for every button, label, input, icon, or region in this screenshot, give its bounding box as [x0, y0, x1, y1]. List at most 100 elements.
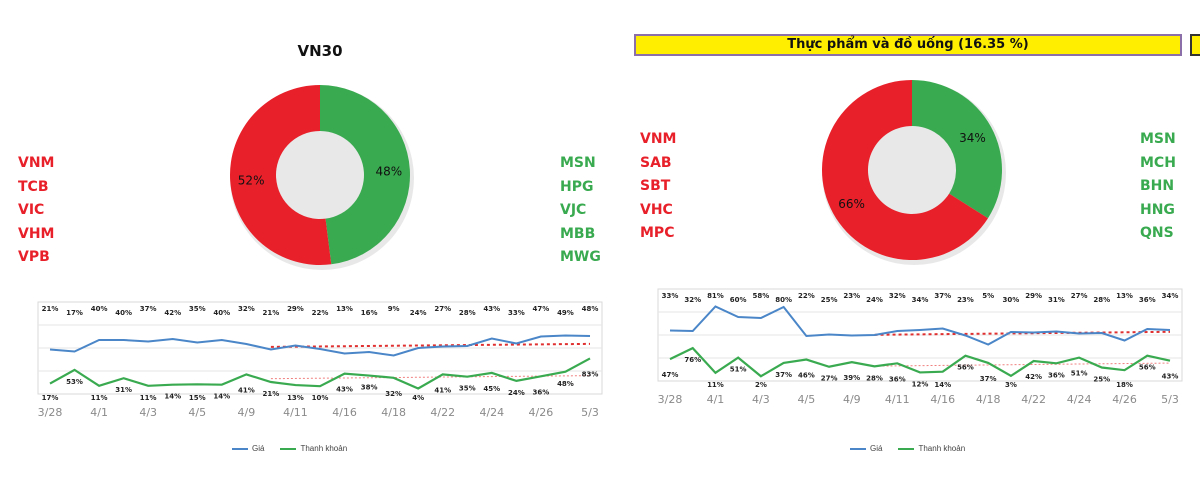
liquidity-data-label: 36% — [1048, 371, 1065, 379]
legend-liquidity-swatch — [280, 447, 297, 450]
sector-decliners-list: VNM SAB SBT VHC MPC — [640, 128, 676, 246]
liquidity-data-label: 46% — [798, 372, 815, 380]
next-sector-bar — [1190, 34, 1200, 56]
liquidity-data-label: 17% — [42, 394, 59, 402]
price-data-label: 31% — [1048, 296, 1065, 304]
liquidity-data-label: 56% — [957, 364, 974, 372]
price-data-label: 25% — [821, 296, 838, 304]
ticker-red: VHM — [18, 225, 55, 242]
sector-legend: Giá Thanh khoản — [850, 444, 965, 453]
ticker-green: MCH — [1140, 154, 1176, 171]
liquidity-data-label: 43% — [336, 386, 353, 394]
x-tick-label: 4/22 — [1021, 393, 1046, 406]
price-data-label: 24% — [410, 309, 427, 317]
price-data-label: 35% — [189, 305, 206, 313]
liquidity-data-label: 56% — [1139, 364, 1156, 372]
ticker-red: SAB — [640, 154, 672, 171]
liquidity-data-label: 31% — [115, 386, 132, 394]
price-data-label: 9% — [388, 305, 400, 313]
price-data-label: 16% — [361, 309, 378, 317]
donut-value-label: 66% — [838, 197, 865, 211]
liquidity-data-label: 45% — [483, 385, 500, 393]
vn30-line-chart: 21% 17% 40% 40% 37% 42% 35% 40% 32% 21% 29% 22% 13% 1… — [37, 301, 603, 419]
vn30-panel: VN30 VNM TCB VIC VHM VPB MSN HPG VJC MBB… — [18, 42, 603, 453]
ticker-green: MWG — [560, 249, 601, 265]
sector-line-chart: 33% 32% 81% 60% 58% 80% 22% 25% 23% 24% 32% 34% 37% 2… — [657, 288, 1183, 406]
x-tick-label: 4/24 — [479, 406, 504, 419]
legend-price-swatch — [232, 447, 248, 450]
liquidity-data-label: 24% — [508, 389, 525, 397]
ticker-red: VNM — [18, 155, 55, 171]
ticker-red: VHC — [640, 201, 673, 218]
price-data-label: 32% — [889, 292, 906, 300]
x-tick-label: 4/22 — [430, 406, 455, 419]
x-tick-label: 3/28 — [658, 393, 683, 406]
price-data-label: 33% — [508, 309, 525, 317]
x-tick-label: 4/11 — [283, 406, 308, 419]
liquidity-data-label: 41% — [434, 386, 451, 394]
price-data-label: 47% — [533, 305, 550, 313]
x-tick-label: 4/24 — [1067, 393, 1092, 406]
liquidity-data-label: 2% — [755, 381, 767, 389]
legend-liquidity-swatch — [898, 447, 915, 450]
price-data-label: 37% — [934, 292, 951, 300]
liquidity-data-label: 37% — [980, 375, 997, 383]
price-data-label: 32% — [238, 305, 255, 313]
x-tick-label: 5/3 — [581, 406, 599, 419]
x-tick-label: 4/18 — [976, 393, 1001, 406]
sector-donut-chart: 34% 66% — [822, 80, 1006, 265]
price-data-label: 29% — [1025, 292, 1042, 300]
ticker-green: QNS — [1140, 225, 1174, 241]
legend-price-label: Giá — [252, 444, 265, 453]
legend-liquidity-label: Thanh khoản — [918, 444, 966, 453]
price-data-label: 37% — [140, 305, 157, 313]
ticker-green: MSN — [560, 155, 596, 171]
liquidity-data-label: 47% — [662, 371, 679, 379]
price-data-label: 30% — [1003, 296, 1020, 304]
price-data-label: 33% — [662, 292, 679, 300]
price-data-label: 5% — [982, 292, 994, 300]
liquidity-data-label: 43% — [1162, 373, 1179, 381]
sector-title-bar: Thực phẩm và đồ uống (16.35 %) — [634, 34, 1182, 56]
ticker-green: MBB — [560, 225, 596, 242]
x-tick-label: 4/1 — [90, 406, 108, 419]
price-data-label: 28% — [459, 309, 476, 317]
x-tick-label: 4/3 — [139, 406, 157, 419]
x-tick-label: 4/11 — [885, 393, 910, 406]
price-data-label: 81% — [707, 292, 724, 300]
liquidity-data-label: 10% — [312, 394, 329, 402]
price-data-label: 27% — [434, 305, 451, 313]
ticker-red: VIC — [18, 202, 45, 218]
price-data-label: 29% — [287, 305, 304, 313]
price-trend-line — [874, 330, 1171, 336]
sector-panel: Thực phẩm và đồ uống (16.35 %) VNM SAB S… — [620, 0, 1200, 485]
liquidity-data-label: 14% — [164, 393, 181, 401]
price-data-label: 40% — [213, 309, 230, 317]
price-data-label: 40% — [91, 305, 108, 313]
price-data-label: 34% — [912, 296, 929, 304]
liquidity-data-label: 25% — [1093, 376, 1110, 384]
ticker-green: VJC — [560, 202, 587, 218]
liquidity-data-label: 4% — [412, 394, 424, 402]
liquidity-data-label: 36% — [889, 375, 906, 383]
price-data-label: 80% — [775, 296, 792, 304]
sector-gainers-list: MSN MCH BHN HNG QNS — [1140, 128, 1176, 246]
legend-price-swatch — [850, 447, 866, 450]
liquidity-data-label: 53% — [66, 378, 83, 386]
liquidity-data-label: 27% — [821, 375, 838, 383]
price-data-label: 48% — [582, 305, 599, 313]
price-data-label: 27% — [1071, 292, 1088, 300]
liquidity-data-label: 11% — [91, 394, 108, 402]
price-data-label: 23% — [957, 296, 974, 304]
x-tick-label: 4/16 — [332, 406, 357, 419]
liquidity-data-label: 36% — [533, 388, 550, 396]
price-data-label: 42% — [164, 309, 181, 317]
donut-slice-up — [320, 85, 411, 265]
liquidity-data-label: 51% — [1071, 370, 1088, 378]
price-data-label: 17% — [66, 309, 83, 317]
liquidity-data-label: 41% — [238, 386, 255, 394]
vn30-title: VN30 — [297, 42, 343, 60]
liquidity-trend-line — [874, 362, 1171, 367]
liquidity-data-label: 14% — [213, 393, 230, 401]
ticker-red: VPB — [18, 249, 50, 265]
